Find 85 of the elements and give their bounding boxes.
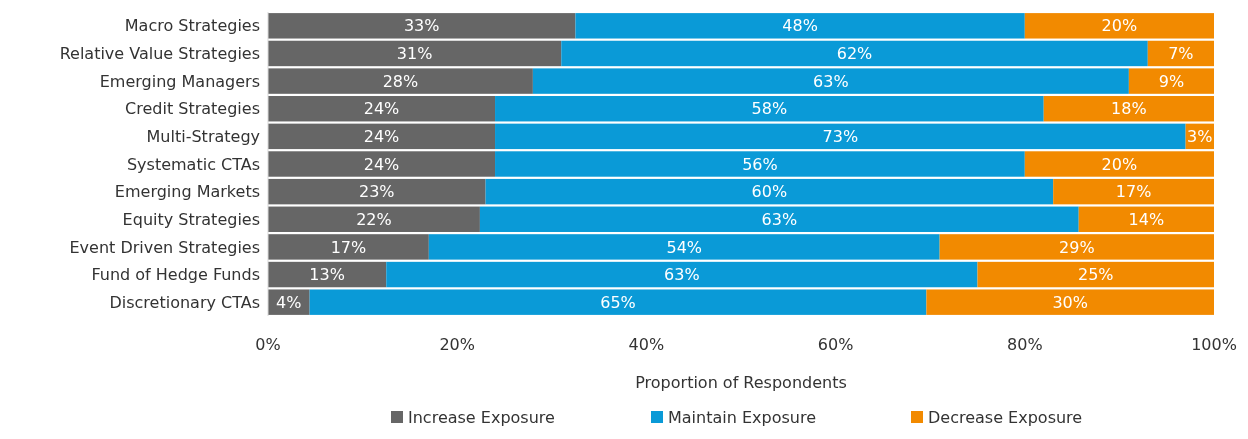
y-tick-label: Systematic CTAs: [126, 154, 260, 174]
bar: [268, 261, 387, 288]
y-tick-label: Multi-Strategy: [146, 126, 260, 146]
bar: [268, 178, 486, 205]
bar: [309, 289, 927, 315]
bar: [1147, 40, 1214, 67]
data-label: 63%: [761, 209, 798, 229]
bar: [495, 96, 1044, 122]
y-tick-label: Macro Strategies: [124, 16, 260, 36]
data-label: 13%: [309, 265, 345, 285]
y-tick-label: Emerging Markets: [114, 182, 260, 202]
bar: [495, 123, 1186, 150]
bar: [1024, 151, 1214, 177]
data-label: 28%: [382, 71, 419, 91]
data-label: 17%: [330, 237, 367, 257]
bar: [268, 68, 533, 94]
legend-label: Decrease Exposure: [928, 407, 1083, 427]
data-label: 20%: [1101, 16, 1138, 36]
data-label: 22%: [356, 209, 392, 229]
bar: [1043, 96, 1214, 122]
data-label: 14%: [1128, 209, 1165, 229]
y-tick-label: Equity Strategies: [122, 209, 260, 229]
bar: [1053, 178, 1214, 205]
data-label: 7%: [1168, 44, 1194, 64]
data-label: 60%: [751, 182, 788, 202]
data-label: 3%: [1187, 126, 1213, 146]
data-label: 24%: [363, 154, 400, 174]
data-label: 9%: [1158, 71, 1185, 91]
bar: [495, 151, 1025, 177]
y-tick-label: Relative Value Strategies: [59, 44, 260, 64]
data-label: 63%: [813, 71, 849, 91]
data-label: 63%: [664, 265, 700, 285]
data-label: 33%: [403, 16, 440, 36]
bar: [485, 178, 1054, 205]
data-label: 65%: [600, 292, 636, 312]
bar: [268, 13, 576, 39]
bar: [575, 13, 1025, 39]
data-label: 62%: [836, 44, 873, 64]
bar: [1024, 13, 1214, 39]
data-label: 25%: [1077, 265, 1114, 285]
bar: [561, 40, 1148, 67]
x-tick-label: 100%: [1191, 335, 1237, 354]
bar: [977, 261, 1214, 288]
x-tick-label: 0%: [255, 335, 281, 354]
bar: [268, 123, 496, 150]
data-label: 29%: [1059, 237, 1095, 257]
data-label: 54%: [666, 237, 703, 257]
legend-label: Maintain Exposure: [668, 407, 817, 427]
x-tick-label: 20%: [439, 335, 475, 354]
bar: [532, 68, 1129, 94]
data-label: 18%: [1111, 99, 1147, 119]
data-label: 24%: [363, 99, 400, 119]
x-tick-label: 80%: [1007, 335, 1043, 354]
data-label: 48%: [782, 16, 818, 36]
bar: [268, 151, 496, 177]
data-label: 30%: [1052, 292, 1088, 312]
data-label: 56%: [742, 154, 778, 174]
bar: [268, 206, 480, 232]
data-label: 23%: [359, 182, 395, 202]
bar: [479, 206, 1079, 232]
bar: [939, 234, 1214, 260]
data-label: 58%: [751, 99, 788, 119]
bar: [428, 234, 940, 260]
data-label: 17%: [1115, 182, 1152, 202]
data-label: 4%: [276, 292, 302, 312]
bar: [1128, 68, 1214, 94]
y-tick-label: Discretionary CTAs: [109, 292, 260, 312]
x-tick-label: 60%: [817, 335, 854, 354]
x-tick-label: 40%: [628, 335, 665, 354]
bar: [268, 96, 496, 122]
bar: [268, 40, 562, 67]
bar: [268, 234, 429, 260]
bar: [926, 289, 1214, 315]
data-label: 31%: [396, 44, 433, 64]
y-tick-label: Event Driven Strategies: [69, 237, 260, 257]
y-tick-label: Credit Strategies: [125, 99, 260, 119]
y-tick-label: Emerging Managers: [99, 71, 260, 91]
legend-label: Increase Exposure: [408, 407, 555, 427]
bar: [1078, 206, 1214, 232]
bar: [386, 261, 978, 288]
y-tick-label: Fund of Hedge Funds: [91, 265, 260, 285]
x-axis-title: Proportion of Respondents: [635, 373, 847, 392]
data-label: 73%: [822, 126, 859, 146]
data-label: 24%: [363, 126, 400, 146]
data-label: 20%: [1101, 154, 1138, 174]
